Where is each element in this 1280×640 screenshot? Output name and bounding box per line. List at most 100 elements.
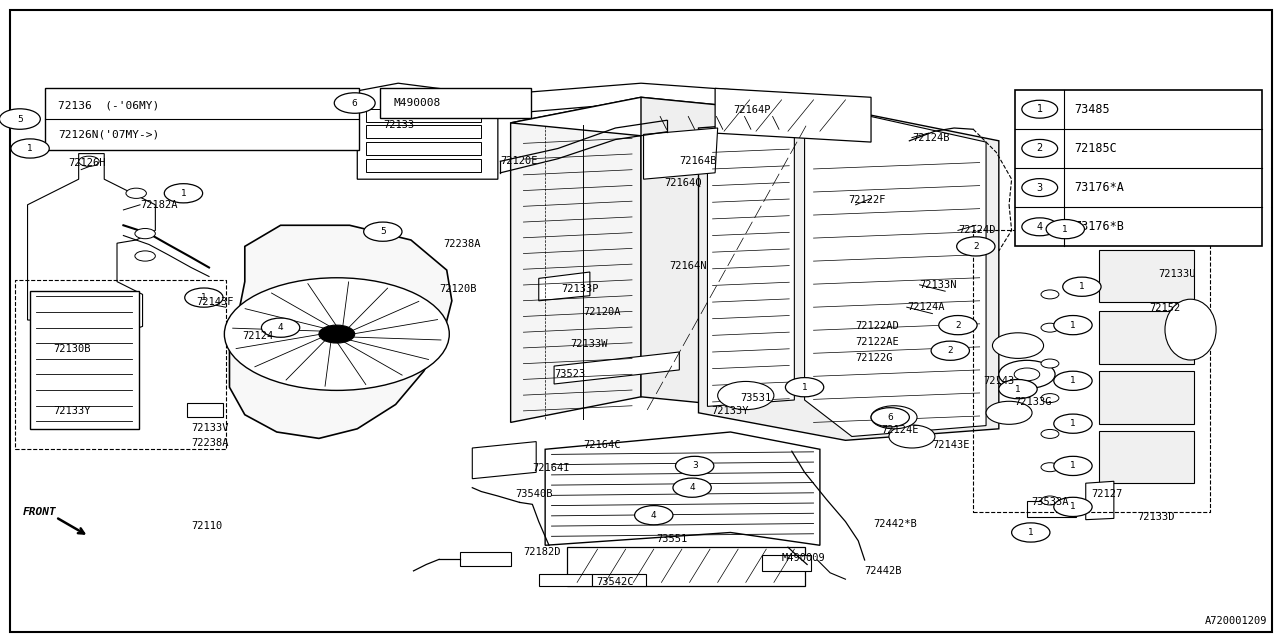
Text: 1: 1 xyxy=(1070,321,1075,330)
Text: 72120E: 72120E xyxy=(500,156,538,166)
Text: 5: 5 xyxy=(17,115,23,124)
Polygon shape xyxy=(1085,481,1114,520)
Text: 3: 3 xyxy=(1037,182,1043,193)
Circle shape xyxy=(998,360,1055,388)
Circle shape xyxy=(1062,277,1101,296)
Circle shape xyxy=(134,251,155,261)
Circle shape xyxy=(1041,290,1059,299)
Bar xyxy=(460,552,511,566)
Polygon shape xyxy=(567,547,805,586)
Text: 1: 1 xyxy=(1070,461,1075,470)
Text: 1: 1 xyxy=(201,293,207,302)
Text: 72133D: 72133D xyxy=(1137,512,1174,522)
Text: A720001209: A720001209 xyxy=(1204,616,1267,626)
Polygon shape xyxy=(545,432,820,545)
Text: 2: 2 xyxy=(1037,143,1043,154)
Text: 1: 1 xyxy=(1028,528,1034,537)
Text: 73523: 73523 xyxy=(554,369,585,380)
Circle shape xyxy=(998,380,1037,399)
Text: 72126H: 72126H xyxy=(68,158,106,168)
Bar xyxy=(31,291,138,429)
Polygon shape xyxy=(511,97,641,422)
Circle shape xyxy=(1011,523,1050,542)
Circle shape xyxy=(997,369,1038,389)
Text: 72164I: 72164I xyxy=(532,463,570,474)
Bar xyxy=(539,574,593,586)
Circle shape xyxy=(1041,463,1059,472)
Bar xyxy=(45,88,358,150)
Text: 72110: 72110 xyxy=(191,521,223,531)
Circle shape xyxy=(1041,496,1059,505)
Text: 72164P: 72164P xyxy=(733,105,771,115)
Text: 72143: 72143 xyxy=(983,376,1015,386)
Circle shape xyxy=(956,237,995,256)
Polygon shape xyxy=(708,123,795,406)
Text: 72133V: 72133V xyxy=(191,422,229,433)
Text: 72133G: 72133G xyxy=(1014,397,1052,407)
Text: 72442B: 72442B xyxy=(865,566,902,576)
Text: 72238A: 72238A xyxy=(191,438,229,448)
Circle shape xyxy=(673,478,712,497)
Circle shape xyxy=(334,93,375,113)
Text: 1: 1 xyxy=(801,383,808,392)
Bar xyxy=(1098,431,1194,483)
Circle shape xyxy=(319,325,355,343)
Text: M490008: M490008 xyxy=(393,98,440,108)
Text: 72124D: 72124D xyxy=(957,225,996,236)
Circle shape xyxy=(1053,371,1092,390)
Text: 72124A: 72124A xyxy=(906,302,945,312)
Circle shape xyxy=(1041,394,1059,403)
Text: 72133Y: 72133Y xyxy=(712,406,749,416)
Circle shape xyxy=(635,506,673,525)
Circle shape xyxy=(1046,220,1084,239)
Text: 72133U: 72133U xyxy=(1158,269,1196,279)
Circle shape xyxy=(938,316,977,335)
Circle shape xyxy=(931,341,969,360)
Text: 2: 2 xyxy=(973,242,979,251)
Text: 72133Y: 72133Y xyxy=(52,406,91,416)
Polygon shape xyxy=(641,97,823,415)
Text: 72182A: 72182A xyxy=(140,200,178,210)
Text: M490009: M490009 xyxy=(782,553,826,563)
Circle shape xyxy=(986,401,1032,424)
Text: 1: 1 xyxy=(1037,104,1043,114)
Polygon shape xyxy=(511,97,823,141)
Text: 72122G: 72122G xyxy=(856,353,893,364)
Circle shape xyxy=(164,184,202,203)
Circle shape xyxy=(1053,316,1092,335)
Text: 73542C: 73542C xyxy=(596,577,634,588)
Circle shape xyxy=(184,288,223,307)
Bar xyxy=(763,555,812,571)
Text: 1: 1 xyxy=(27,144,33,153)
Text: 72133N: 72133N xyxy=(919,280,957,290)
Text: 72124: 72124 xyxy=(242,331,274,341)
Text: 72122F: 72122F xyxy=(849,195,886,205)
Circle shape xyxy=(1041,429,1059,438)
Polygon shape xyxy=(357,83,498,179)
Text: 72130B: 72130B xyxy=(52,344,91,354)
Text: FRONT: FRONT xyxy=(23,507,56,517)
Bar xyxy=(593,574,646,586)
Text: 4: 4 xyxy=(1037,222,1043,232)
Circle shape xyxy=(870,408,909,427)
Text: 72120B: 72120B xyxy=(439,284,476,294)
Text: 1: 1 xyxy=(1070,376,1075,385)
Circle shape xyxy=(134,228,155,239)
Text: 1: 1 xyxy=(1079,282,1084,291)
Bar xyxy=(366,159,481,172)
Bar xyxy=(1098,371,1194,424)
Circle shape xyxy=(1041,323,1059,332)
Polygon shape xyxy=(472,442,536,479)
Circle shape xyxy=(1041,359,1059,368)
Bar xyxy=(1098,311,1194,364)
Text: 73551: 73551 xyxy=(657,534,687,544)
Bar xyxy=(1098,250,1194,302)
Text: 1: 1 xyxy=(1015,385,1021,394)
Bar xyxy=(366,125,481,138)
Text: 1: 1 xyxy=(1062,225,1069,234)
Ellipse shape xyxy=(1165,300,1216,360)
Text: 72164Q: 72164Q xyxy=(664,177,701,188)
Text: 6: 6 xyxy=(887,413,893,422)
Bar xyxy=(1015,90,1262,246)
Circle shape xyxy=(1014,368,1039,381)
